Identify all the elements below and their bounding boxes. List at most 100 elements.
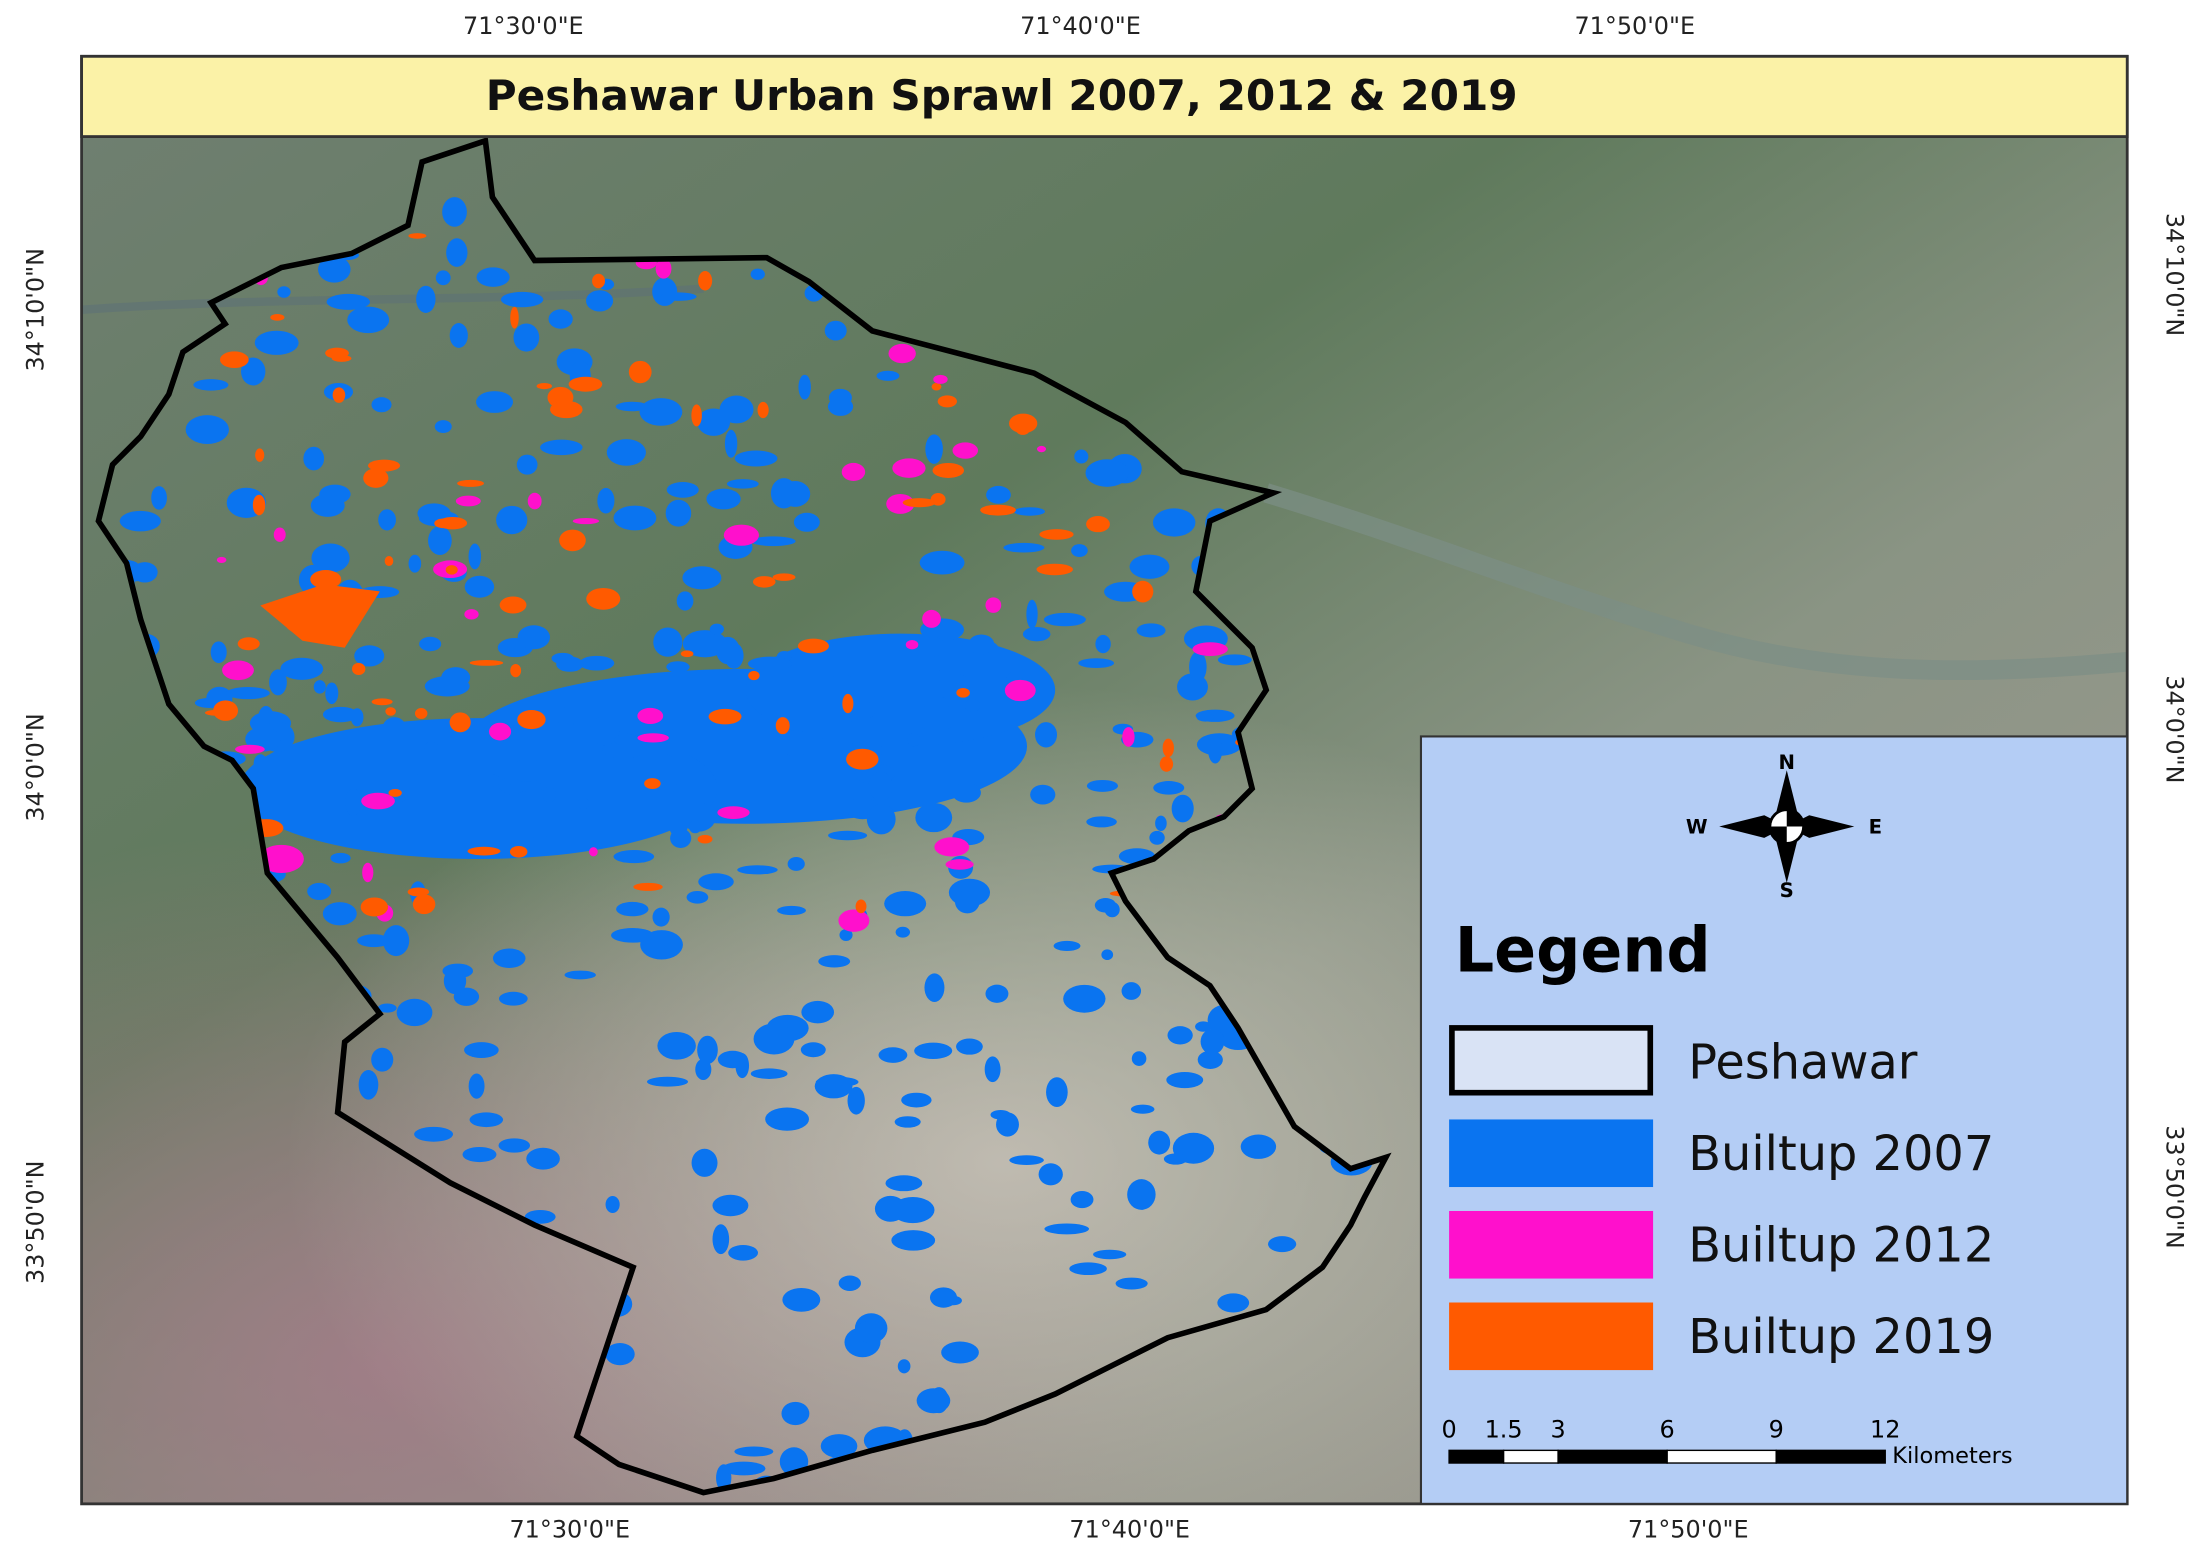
builtup-patch <box>1078 658 1115 668</box>
builtup-patch <box>542 786 556 803</box>
builtup-patch <box>1086 779 1119 792</box>
builtup-patch <box>549 400 583 419</box>
builtup-patch <box>464 575 495 598</box>
builtup-patch <box>496 505 528 535</box>
builtup-patch <box>954 889 980 914</box>
builtup-patch <box>1240 1134 1277 1159</box>
builtup-patch <box>665 499 692 527</box>
builtup-patch <box>441 667 471 688</box>
builtup-patch <box>1013 507 1046 516</box>
compass-rose <box>1719 770 1855 883</box>
builtup-patch <box>724 642 744 669</box>
builtup-core <box>239 718 718 859</box>
builtup-patch <box>980 504 1016 516</box>
builtup-patch <box>929 1387 949 1414</box>
builtup-patch <box>1044 1223 1090 1235</box>
builtup-patch <box>280 657 324 680</box>
builtup-patch <box>1085 459 1129 487</box>
scale-segment <box>1557 1449 1668 1464</box>
builtup-patch <box>1053 940 1081 952</box>
builtup-patch <box>646 1076 689 1087</box>
builtup-patch <box>613 505 657 531</box>
longitude-label: 71°50'0"E <box>1628 1516 1749 1544</box>
builtup-patch <box>1094 898 1117 913</box>
builtup-patch <box>951 782 981 803</box>
builtup-patch <box>945 859 974 870</box>
builtup-patch <box>313 680 326 694</box>
builtup-patch <box>414 708 428 719</box>
builtup-patch <box>1101 949 1114 961</box>
builtup-patch <box>260 584 380 648</box>
builtup-patch <box>914 704 959 731</box>
builtup-patch <box>382 717 407 742</box>
builtup-patch <box>492 948 526 969</box>
longitude-label: 71°40'0"E <box>1069 1516 1190 1544</box>
builtup-patch <box>1217 654 1252 666</box>
builtup-patch <box>235 744 265 754</box>
builtup-patch <box>237 637 260 651</box>
builtup-patch <box>303 446 325 471</box>
builtup-patch <box>363 468 389 488</box>
builtup-patch <box>1196 713 1215 722</box>
builtup-patch <box>919 550 965 575</box>
builtup-patch <box>536 383 552 390</box>
builtup-patch <box>1153 781 1185 795</box>
builtup-patch <box>414 1126 454 1142</box>
builtup-patch <box>708 708 742 725</box>
scale-label: 9 <box>1769 1416 1784 1444</box>
legend-label: Builtup 2019 <box>1688 1310 1994 1365</box>
builtup-patch <box>829 674 855 690</box>
builtup-patch <box>932 669 957 698</box>
builtup-patch <box>668 807 689 838</box>
builtup-patch <box>726 479 759 489</box>
builtup-patch <box>655 258 672 279</box>
builtup-patch <box>354 645 385 667</box>
builtup-patch <box>876 370 900 381</box>
builtup-patch <box>884 891 927 917</box>
builtup-patch <box>469 1112 504 1128</box>
builtup-patch <box>325 682 339 705</box>
builtup-patch <box>1155 815 1167 832</box>
builtup-patch <box>1003 542 1045 553</box>
latitude-label: 33°50'0"N <box>22 1160 50 1284</box>
builtup-patch <box>524 1210 556 1224</box>
builtup-patch <box>1163 1153 1188 1165</box>
builtup-patch <box>652 277 678 306</box>
longitude-label: 71°50'0"E <box>1574 12 1695 40</box>
builtup-patch <box>891 1230 936 1251</box>
builtup-patch <box>1166 1071 1204 1089</box>
builtup-patch <box>467 846 501 856</box>
legend-label: Builtup 2007 <box>1688 1127 1994 1182</box>
builtup-patch <box>318 256 351 283</box>
builtup-patch <box>468 543 482 570</box>
builtup-patch <box>382 925 410 957</box>
builtup-patch <box>347 306 390 334</box>
builtup-patch <box>986 485 1011 504</box>
builtup-patch <box>1046 1077 1068 1108</box>
builtup-patch <box>931 382 942 391</box>
builtup-patch <box>1167 1026 1193 1045</box>
builtup-patch <box>1159 756 1174 772</box>
builtup-patch <box>530 835 553 848</box>
builtup-patch <box>455 495 481 507</box>
builtup-patch <box>1030 784 1056 805</box>
builtup-patch <box>1189 651 1207 683</box>
builtup-patch <box>765 1107 810 1131</box>
builtup-patch <box>592 273 606 289</box>
builtup-patch <box>408 554 422 573</box>
builtup-patch <box>686 890 709 904</box>
builtup-patch <box>1192 642 1228 657</box>
builtup-patch <box>1197 1050 1223 1069</box>
builtup-patch <box>540 439 583 456</box>
builtup-patch <box>750 1068 788 1079</box>
builtup-patch <box>996 1112 1019 1137</box>
builtup-patch <box>548 309 573 329</box>
builtup-patch <box>357 934 391 948</box>
builtup-patch <box>1009 1155 1044 1166</box>
builtup-patch <box>449 322 468 348</box>
builtup-patch <box>468 1073 485 1099</box>
builtup-patch <box>350 708 364 727</box>
builtup-patch <box>895 926 911 938</box>
builtup-patch <box>712 1224 730 1255</box>
